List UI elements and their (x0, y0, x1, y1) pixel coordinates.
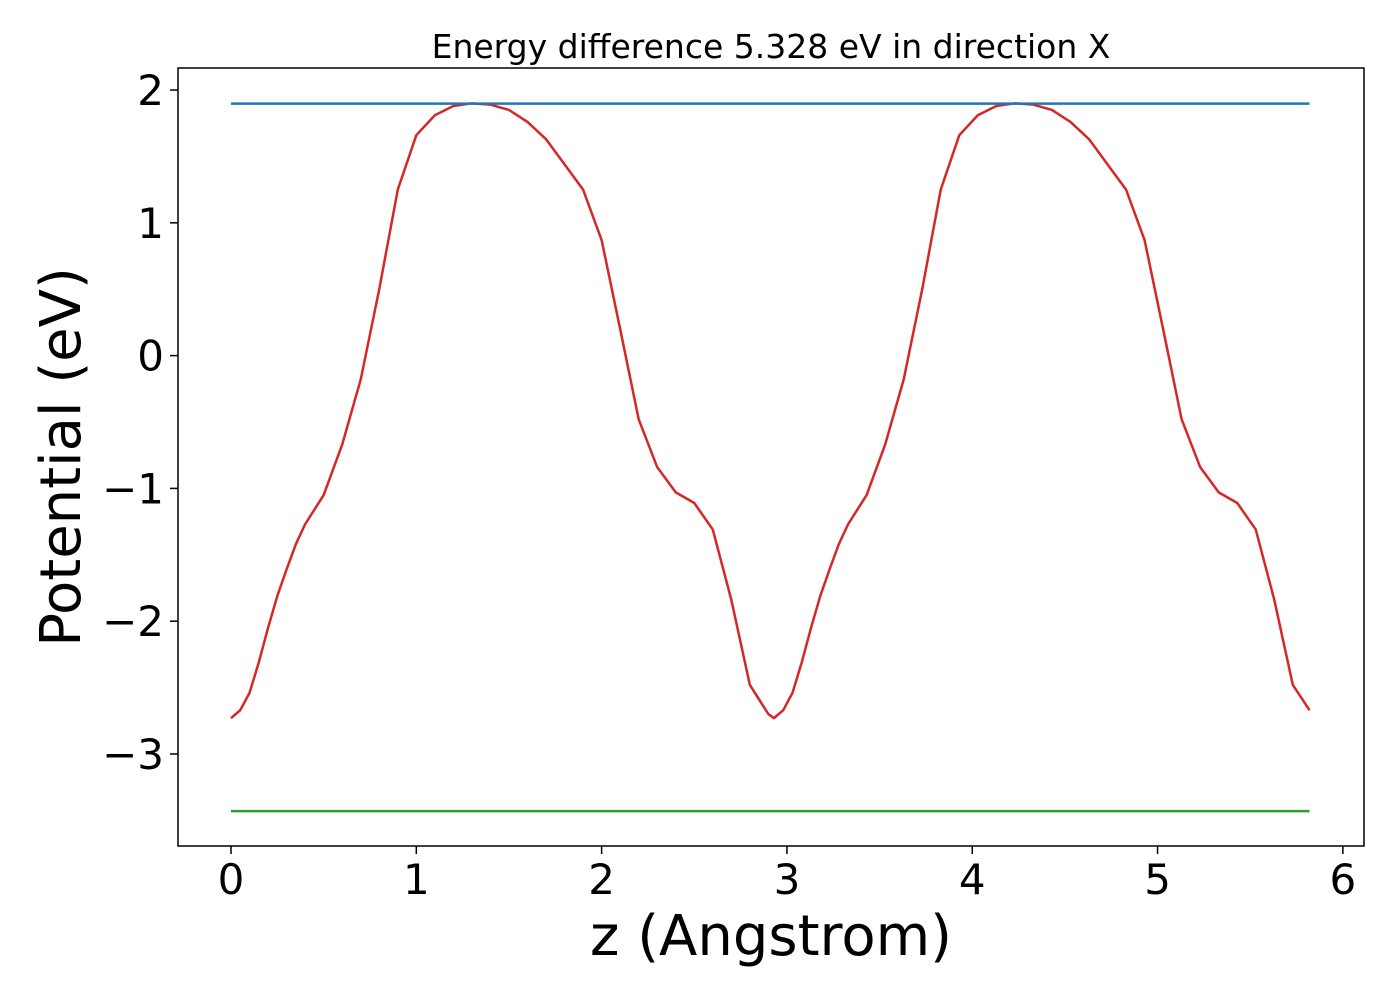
y-tick-label: 0 (137, 332, 164, 381)
x-tick-label: 0 (218, 855, 245, 904)
plot-frame (177, 67, 1365, 847)
y-tick-label: −1 (102, 464, 164, 513)
y-axis-label: Potential (eV) (29, 267, 94, 647)
x-axis-label: z (Angstrom) (590, 904, 952, 969)
x-tick-label: 6 (1330, 855, 1357, 904)
x-tick-label: 4 (959, 855, 986, 904)
x-tick-label: 2 (588, 855, 615, 904)
chart-title: Energy difference 5.328 eV in direction … (432, 27, 1111, 66)
series-line (230, 102, 1311, 720)
x-tick-label: 1 (403, 855, 430, 904)
y-tick-label: −2 (102, 597, 164, 646)
y-tick-label: −3 (102, 730, 164, 779)
x-tick-label: 5 (1144, 855, 1171, 904)
x-tick-label: 3 (774, 855, 801, 904)
y-tick-label: 1 (137, 199, 164, 248)
y-tick-label: 2 (137, 66, 164, 115)
